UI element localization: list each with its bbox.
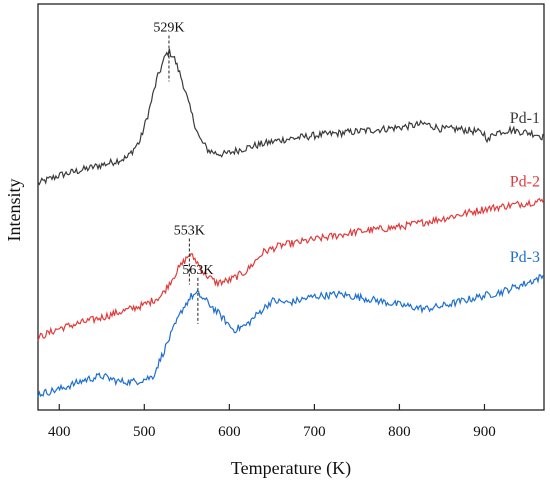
series-line-pd-2: [37, 197, 544, 341]
x-axis-title: Temperature (K): [231, 458, 351, 479]
x-tick-label: 500: [133, 424, 156, 440]
x-tick-label: 700: [303, 424, 326, 440]
y-axis-title: Intensity: [4, 179, 24, 242]
series-line-pd-3: [37, 274, 544, 398]
plot-frame: [37, 3, 545, 411]
peak-label: 563K: [182, 263, 213, 278]
series-group: [37, 48, 544, 398]
series-labels: Pd-1 Pd-2 Pd-3: [510, 110, 540, 266]
series-label: Pd-2: [510, 174, 540, 191]
series-label: Pd-1: [510, 110, 540, 127]
series-line-pd-1: [37, 48, 544, 186]
peak-label: 529K: [153, 21, 184, 36]
peak-annotations: 529K 553K 563K: [153, 21, 213, 324]
x-tick-label: 400: [48, 424, 71, 440]
x-tick-label: 900: [473, 424, 496, 440]
x-tick-label: 600: [218, 424, 241, 440]
x-tick-label: 800: [388, 424, 411, 440]
x-axis-ticks: 400 500 600 700 800 900: [48, 404, 496, 440]
series-label: Pd-3: [510, 249, 540, 266]
peak-label: 553K: [174, 224, 205, 239]
